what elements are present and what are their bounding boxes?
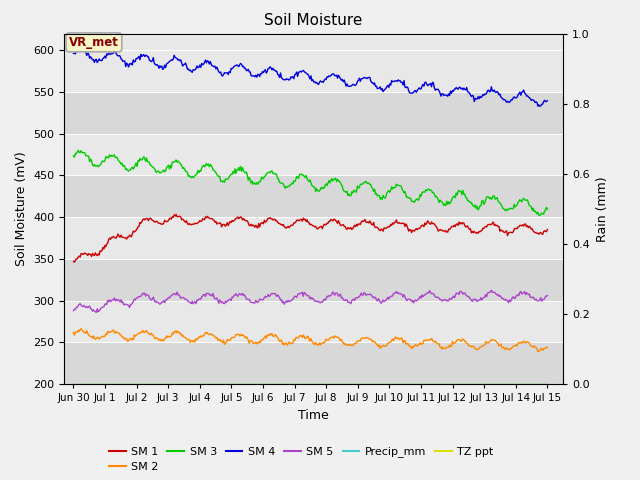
- Bar: [64, 50, 563, 92]
- Bar: [64, 217, 563, 259]
- Legend: SM 1, SM 2, SM 3, SM 4, SM 5, Precip_mm, TZ ppt: SM 1, SM 2, SM 3, SM 4, SM 5, Precip_mm,…: [104, 442, 498, 477]
- Title: Soil Moisture: Soil Moisture: [264, 13, 363, 28]
- Bar: [64, 300, 563, 342]
- Y-axis label: Soil Moisture (mV): Soil Moisture (mV): [15, 151, 28, 266]
- Text: VR_met: VR_met: [69, 36, 119, 49]
- Bar: [64, 134, 563, 175]
- X-axis label: Time: Time: [298, 408, 329, 421]
- Bar: [64, 92, 563, 134]
- Y-axis label: Rain (mm): Rain (mm): [596, 176, 609, 241]
- Bar: [64, 342, 563, 384]
- Bar: [64, 259, 563, 300]
- Bar: [64, 175, 563, 217]
